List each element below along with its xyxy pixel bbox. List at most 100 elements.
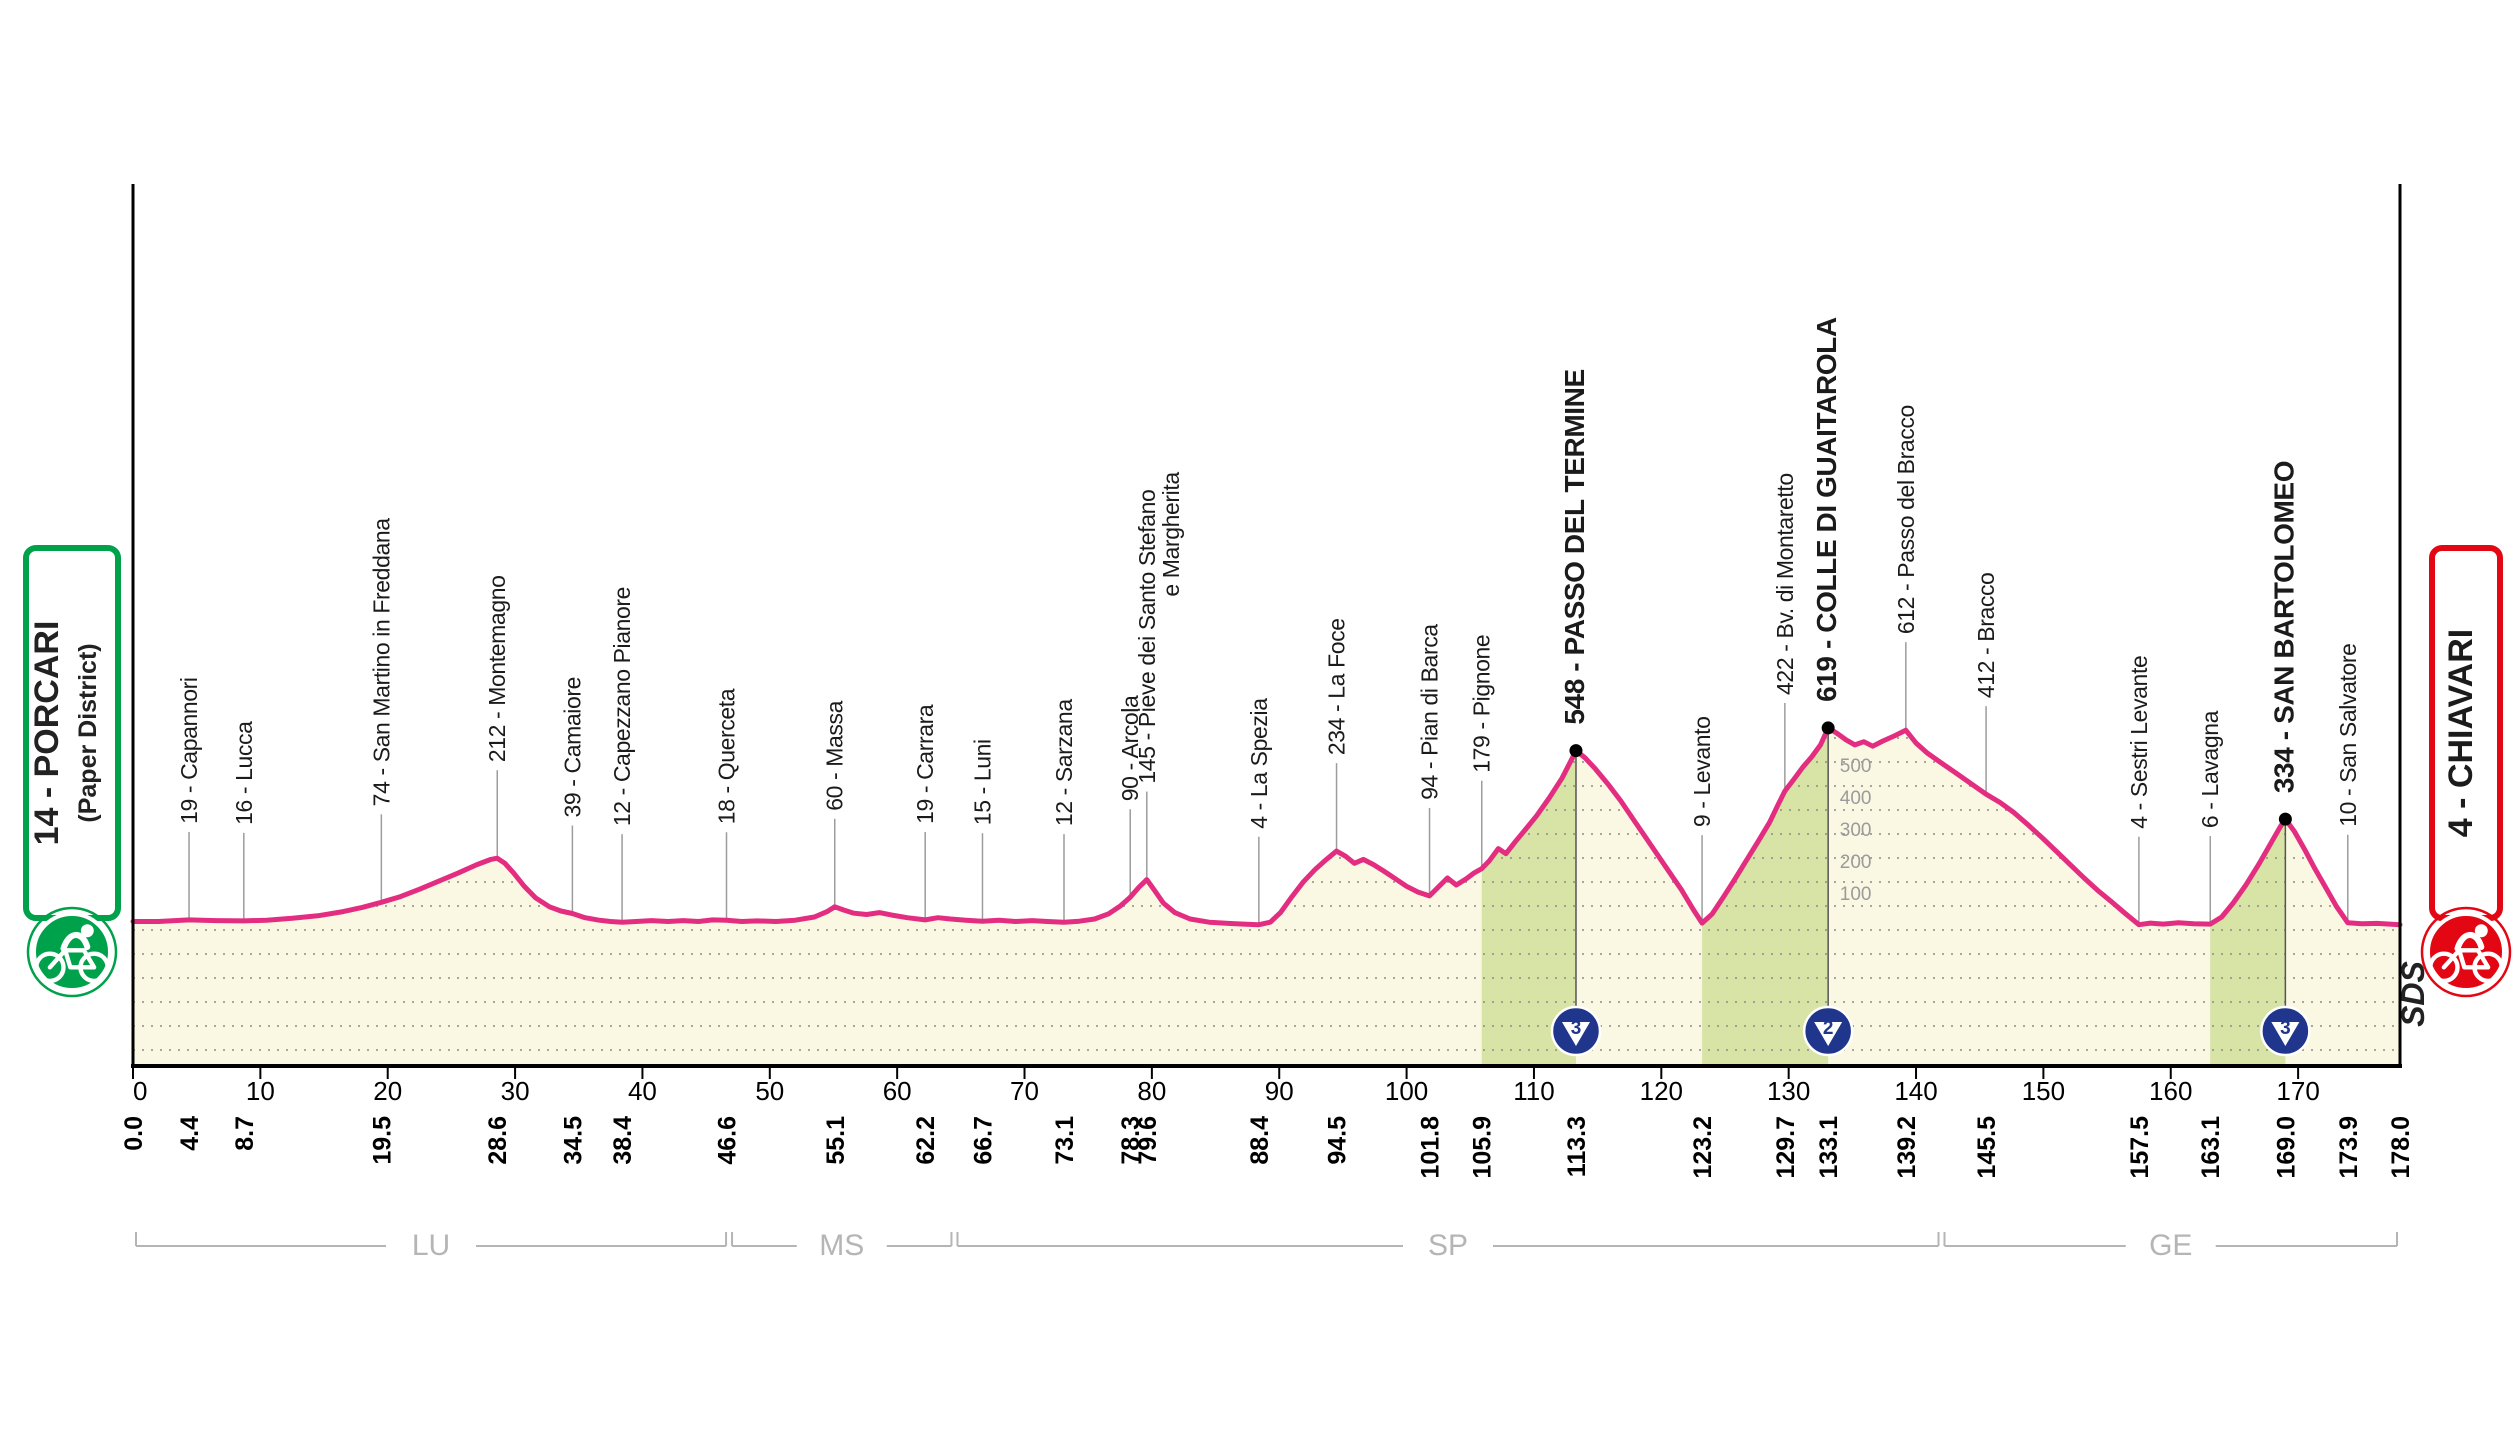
- x-tick-label: 60: [883, 1076, 912, 1106]
- x-tick-label: 120: [1640, 1076, 1683, 1106]
- waypoint-label: 6 - Lavagna: [2197, 710, 2223, 828]
- waypoint-label: 90 - Arcola: [1117, 695, 1143, 801]
- kom-category-number: 2: [1823, 1018, 1834, 1039]
- province-bracket-ge: GE: [1943, 1229, 2398, 1262]
- province-bracket-lu: LU: [135, 1229, 728, 1262]
- km-mark-label: 169.0: [2272, 1116, 2300, 1179]
- climb-label: 334 - SAN BARTOLOMEO: [2268, 461, 2299, 793]
- summit-dot: [1569, 744, 1583, 758]
- x-tick-label: 130: [1767, 1076, 1810, 1106]
- elevation-axis-label: 100: [1840, 884, 1872, 905]
- waypoint-label: 39 - Camaiore: [559, 677, 585, 818]
- rider-body: [2454, 931, 2485, 952]
- kom-badge-cat3: 3: [2260, 1005, 2311, 1057]
- km-mark-label: 163.1: [2197, 1116, 2225, 1179]
- x-tick-label: 40: [628, 1076, 657, 1106]
- waypoint-label: 412 - Bracco: [1973, 573, 1999, 699]
- waypoint-label: 9 - Levanto: [1689, 716, 1715, 827]
- kom-badge-cat2: 2: [1802, 1005, 1854, 1057]
- km-mark-label: 145.5: [1973, 1116, 2001, 1179]
- km-mark-label: 133.1: [1815, 1116, 1843, 1179]
- x-tick-label: 170: [2276, 1076, 2319, 1106]
- climb-label: 548 - PASSO DEL TERMINE: [1559, 369, 1590, 724]
- x-tick-label: 110: [1513, 1076, 1554, 1106]
- waypoint-label: 4 - Sestri Levante: [2126, 656, 2152, 829]
- waypoint-label: 15 - Luni: [969, 739, 995, 825]
- profile-area-fill: [133, 727, 2400, 1066]
- waypoint-label: 60 - Massa: [822, 700, 848, 810]
- km-mark-label: 94.5: [1324, 1116, 1352, 1165]
- start-label: 14 - PORCARI: [28, 621, 66, 846]
- province-label: LU: [412, 1229, 450, 1262]
- km-mark-label: 4.4: [176, 1116, 204, 1151]
- start-sublabel: (Paper District): [74, 643, 102, 822]
- kom-category-number: 3: [2280, 1018, 2291, 1039]
- x-tick-label: 10: [246, 1076, 275, 1106]
- province-bracket-sp: SP: [956, 1229, 1940, 1262]
- elevation-axis-label: 400: [1840, 788, 1872, 809]
- elevation-axis-label: 200: [1840, 852, 1872, 873]
- x-tick-label: 80: [1137, 1076, 1166, 1106]
- x-tick-label: 50: [755, 1076, 784, 1106]
- x-tick-label: 0: [133, 1076, 147, 1106]
- kom-category-number: 3: [1571, 1018, 1582, 1039]
- kom-badge-triangle-icon: [1814, 1022, 1843, 1046]
- x-tick-label: 150: [2022, 1076, 2065, 1106]
- bike-wheel: [34, 951, 66, 984]
- waypoint-label: 612 - Passo del Bracco: [1893, 405, 1919, 634]
- climb-segment-fill: [1702, 727, 1829, 1066]
- waypoint-label: 179 - Pignone: [1469, 635, 1495, 773]
- km-mark-label: 88.4: [1246, 1116, 1274, 1165]
- rider-body: [60, 931, 91, 952]
- waypoint-label: 422 - Bv. di Montaretto: [1772, 473, 1798, 695]
- km-mark-label: 101.8: [1417, 1116, 1445, 1179]
- x-tick-label: 30: [501, 1076, 530, 1106]
- summit-dot: [1821, 721, 1835, 735]
- x-tick-label: 160: [2149, 1076, 2192, 1106]
- elevation-axis-label: 500: [1840, 756, 1872, 777]
- waypoint-label: 74 - San Martino in Freddana: [368, 518, 394, 807]
- kom-badge-triangle-icon: [2271, 1022, 2300, 1046]
- bike-wheel: [2428, 951, 2460, 984]
- km-mark-label: 28.6: [484, 1116, 512, 1165]
- km-mark-label: 38.4: [609, 1116, 637, 1165]
- sds-logo: SDS: [2395, 960, 2431, 1026]
- x-tick-label: 90: [1265, 1076, 1294, 1106]
- waypoint-label: 4 - La Spezia: [1246, 698, 1272, 829]
- km-mark-label: 78.3: [1117, 1116, 1145, 1165]
- km-mark-label: 178.0: [2387, 1116, 2415, 1179]
- climb-segment-fill: [1481, 750, 1576, 1066]
- province-label: MS: [819, 1229, 864, 1262]
- km-mark-label: 173.9: [2335, 1116, 2363, 1179]
- km-mark-label: 46.6: [713, 1116, 741, 1165]
- rider-head: [2474, 924, 2488, 938]
- start-marker: 14 - PORCARI (Paper District): [23, 545, 121, 998]
- km-mark-label: 62.2: [912, 1116, 940, 1165]
- rider-head: [80, 924, 94, 938]
- waypoint-label: 10 - San Salvatore: [2335, 643, 2361, 826]
- waypoint-label: 19 - Carrara: [912, 704, 938, 824]
- km-mark-label: 139.2: [1893, 1116, 1921, 1179]
- waypoint-label: 12 - Capezzano Pianore: [609, 587, 635, 826]
- km-mark-label: 66.7: [969, 1116, 997, 1165]
- waypoint-label: 145 - Pieve dei Santo Stefano: [1134, 490, 1160, 784]
- waypoint-label: 94 - Pian di Barca: [1417, 624, 1443, 800]
- bike-frame: [47, 948, 97, 970]
- waypoint-label-line2: e Margherita: [1158, 472, 1184, 597]
- km-mark-label: 0.0: [120, 1116, 148, 1151]
- waypoint-label: 19 - Capannori: [176, 677, 202, 824]
- waypoint-label: 234 - La Foce: [1324, 618, 1350, 755]
- finish-circle-ring: [2420, 906, 2512, 998]
- km-mark-label: 79.6: [1134, 1116, 1162, 1165]
- province-bracket-ms: MS: [731, 1229, 953, 1262]
- waypoint-label: 12 - Sarzana: [1051, 699, 1077, 826]
- waypoint-label: 16 - Lucca: [231, 721, 257, 825]
- km-mark-label: 123.2: [1689, 1116, 1717, 1179]
- climb-label: 619 - COLLE DI GUAITAROLA: [1811, 317, 1842, 702]
- x-tick-label: 70: [1010, 1076, 1039, 1106]
- km-mark-label: 73.1: [1051, 1116, 1079, 1165]
- climb-segment-fill: [2210, 819, 2286, 1066]
- summit-dot: [2278, 812, 2292, 826]
- finish-label: 4 - CHIAVARI: [2442, 629, 2480, 837]
